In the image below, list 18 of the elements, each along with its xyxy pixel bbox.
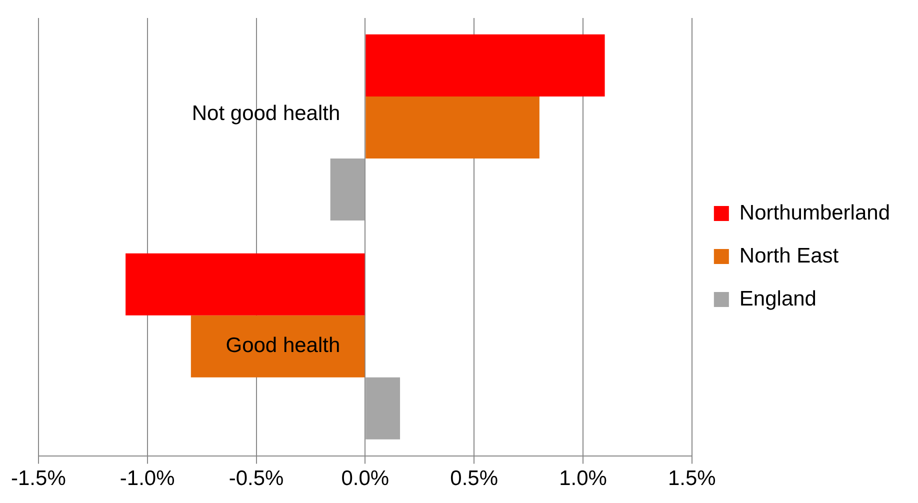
bar xyxy=(366,377,400,440)
x-tick-label: -1.5% xyxy=(11,467,66,490)
y-tick-label: Good health xyxy=(226,334,340,358)
x-tick-label: 0.5% xyxy=(450,467,498,490)
x-tick-label: -0.5% xyxy=(228,467,284,490)
bar xyxy=(126,253,365,316)
bar xyxy=(366,96,540,158)
x-tick-label: 1.0% xyxy=(559,467,607,490)
legend-label: North East xyxy=(739,244,839,268)
x-tick-label: 1.5% xyxy=(668,467,716,490)
bar xyxy=(366,34,605,96)
y-tick-label: Not good health xyxy=(192,102,340,126)
bar xyxy=(330,158,365,220)
legend-label: Northumberland xyxy=(739,201,890,224)
legend-label: England xyxy=(739,287,816,310)
x-tick-label: -1.0% xyxy=(120,467,175,490)
bar xyxy=(190,315,365,378)
x-tick-label: 0.0% xyxy=(341,467,390,490)
